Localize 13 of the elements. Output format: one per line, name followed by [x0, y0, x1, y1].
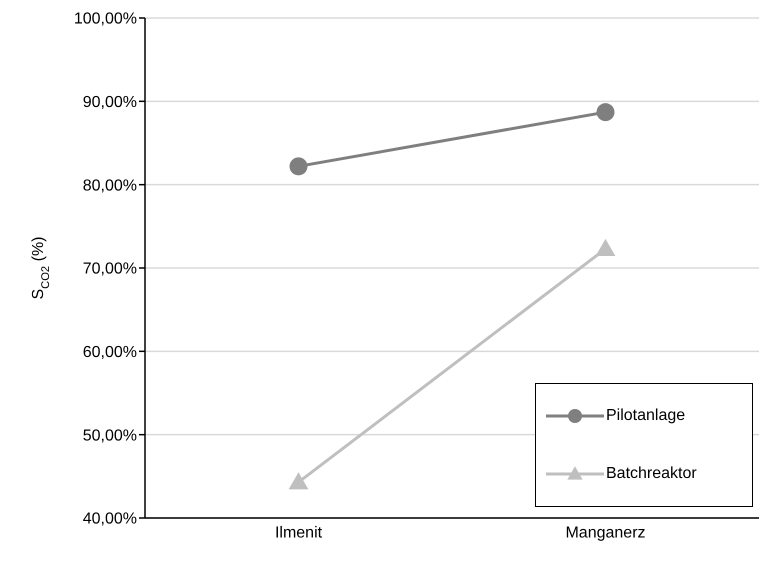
y-tick-label: 90,00% [82, 94, 137, 112]
legend-label: Batchreaktor [606, 465, 697, 483]
point [290, 157, 308, 176]
y-tick-label: 60,00% [82, 344, 137, 362]
point [596, 103, 614, 122]
y-tick-label: 80,00% [82, 177, 137, 194]
x-tick-label: Manganerz [565, 524, 646, 542]
x-tick-label: Ilmenit [274, 524, 323, 542]
y-tick-label: 70,00% [82, 260, 137, 278]
y-tick-label: 100,00% [74, 10, 137, 28]
legend-label: Pilotanlage [606, 407, 686, 425]
y-tick-label: 50,00% [82, 427, 137, 444]
y-tick-label: 40,00% [82, 510, 137, 528]
